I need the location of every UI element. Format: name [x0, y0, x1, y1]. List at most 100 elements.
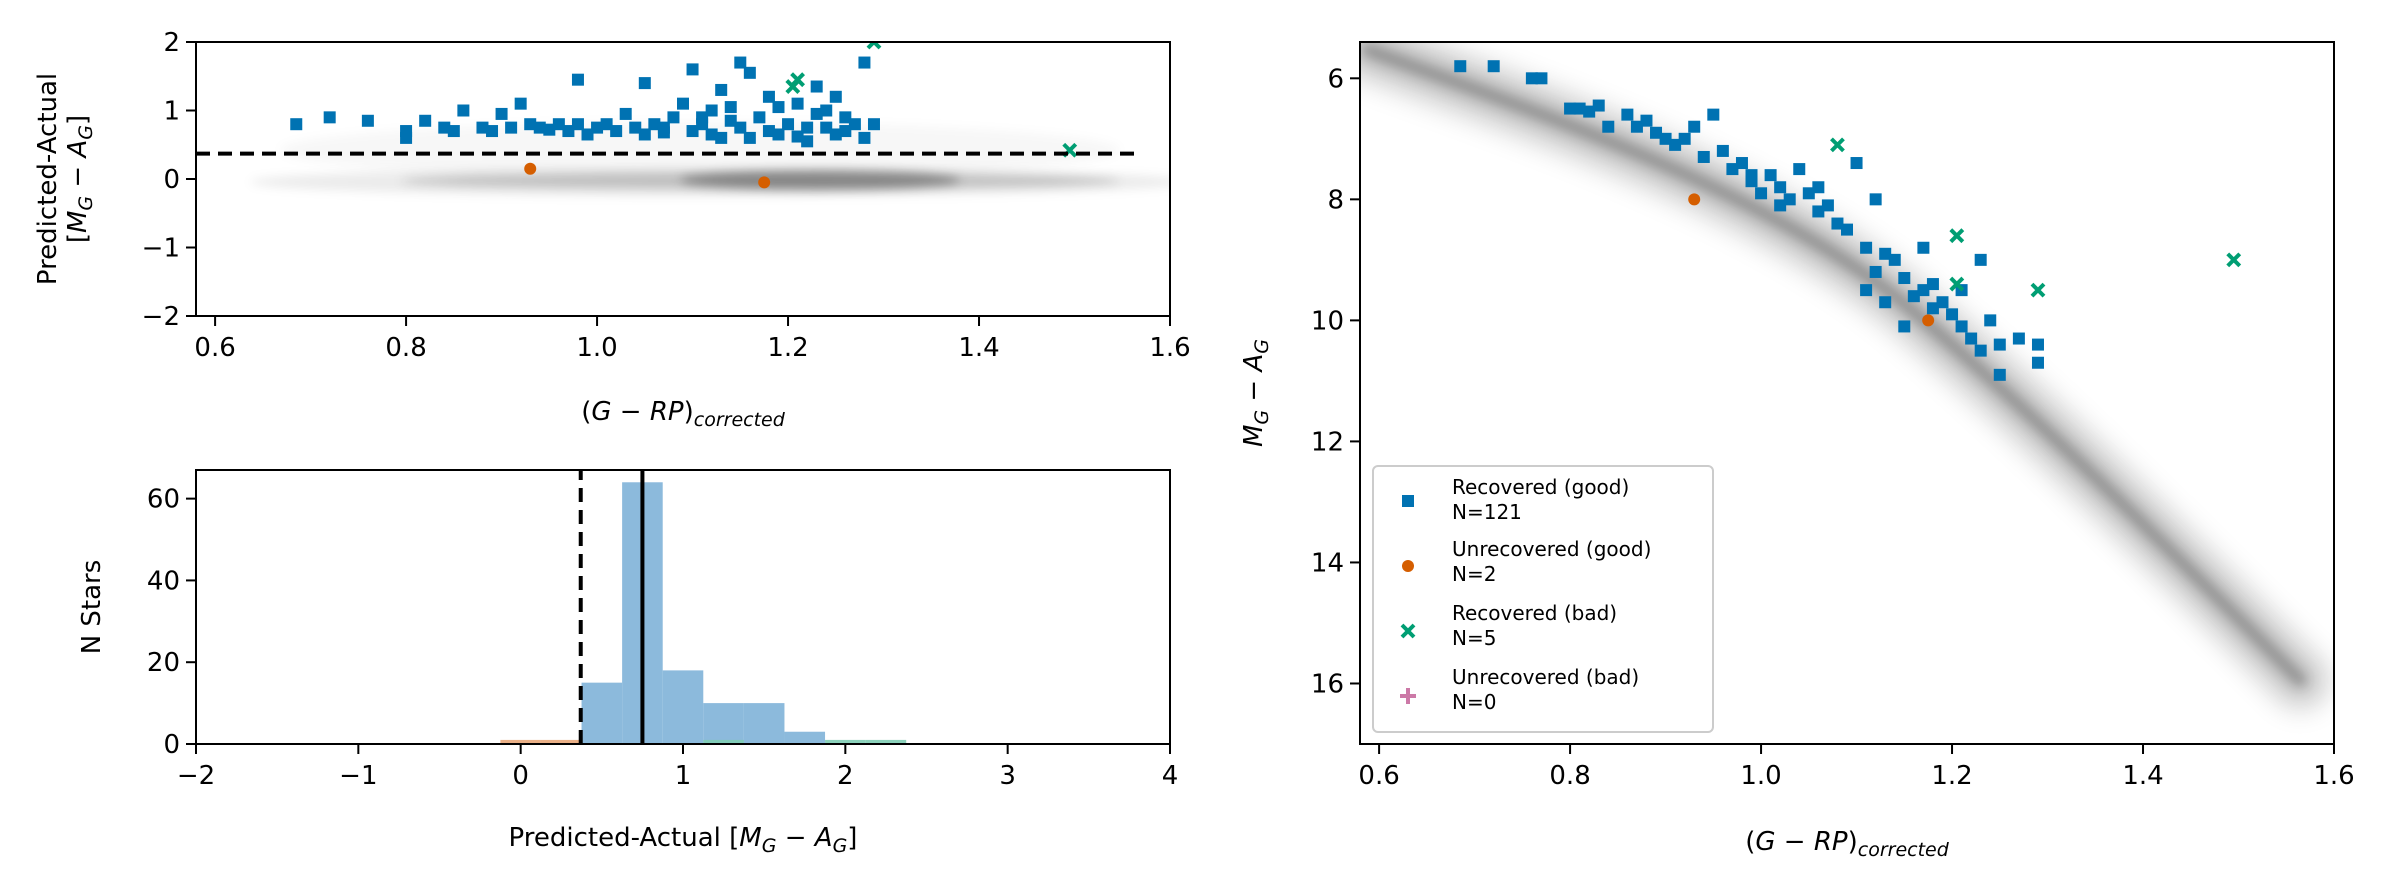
- legend-label: Recovered (bad): [1452, 601, 1617, 625]
- y-ticks: −2 −1 0 1 2: [142, 28, 196, 332]
- data-point: [743, 66, 756, 79]
- data-point: [1879, 296, 1892, 309]
- data-point: [820, 121, 833, 134]
- y-tick-label: −2: [142, 302, 180, 332]
- data-point: [1726, 163, 1739, 176]
- data-point: [866, 42, 882, 50]
- data-point: [1974, 344, 1987, 357]
- data-point: [1860, 284, 1873, 297]
- data-point: [1869, 265, 1882, 278]
- data-point: [1716, 144, 1729, 157]
- data-point: [1755, 187, 1768, 200]
- data-point: [438, 121, 451, 134]
- x-tick-label: 1.4: [958, 333, 999, 363]
- data-point: [505, 121, 518, 134]
- data-point: [591, 121, 604, 134]
- data-point: [677, 97, 689, 110]
- data-point: [581, 128, 594, 141]
- x-tick-label: 1.2: [767, 333, 808, 363]
- histogram-bar: [784, 731, 826, 744]
- data-point: [610, 125, 623, 138]
- data-point: [1860, 241, 1873, 254]
- scatter-marks: [290, 42, 1078, 189]
- data-point: [743, 131, 756, 144]
- data-point: [758, 176, 771, 189]
- x-tick-label: 0.8: [385, 333, 426, 363]
- x-axis-label: Predicted-Actual [MG − AG]: [509, 823, 858, 857]
- y-ticks: 6 8 10 12 14 16: [1311, 64, 1360, 699]
- x-tick-label: 0: [512, 761, 529, 791]
- data-point: [400, 131, 413, 144]
- data-point: [1907, 290, 1920, 303]
- data-point: [791, 97, 804, 110]
- data-point: [1993, 338, 2006, 351]
- data-point: [1650, 126, 1663, 139]
- data-point: [1659, 132, 1672, 145]
- x-tick-label: 1.2: [1931, 761, 1972, 791]
- data-point: [1888, 253, 1901, 266]
- histogram-bar: [703, 739, 744, 744]
- data-point: [753, 111, 766, 124]
- data-point: [1869, 193, 1882, 206]
- data-point: [2031, 356, 2044, 369]
- data-point: [772, 101, 785, 114]
- x-tick-label: 0.6: [194, 333, 235, 363]
- data-point: [2226, 252, 2242, 268]
- y-axis-label-line2: [MG − AG]: [63, 115, 97, 243]
- y-tick-label: 10: [1311, 306, 1344, 336]
- data-point: [629, 121, 642, 134]
- histogram-bar: [865, 739, 907, 744]
- data-point: [1793, 163, 1806, 176]
- legend-entry-unrecovered-bad: Unrecovered (bad) N=0: [1400, 665, 1639, 714]
- data-point: [1917, 241, 1930, 254]
- histogram-bar: [825, 739, 866, 744]
- data-point: [1688, 193, 1701, 206]
- data-point: [543, 123, 556, 136]
- data-point: [1669, 138, 1682, 151]
- histogram-bars: [500, 482, 907, 744]
- x-tick-label: −1: [339, 761, 377, 791]
- data-point: [1678, 132, 1691, 145]
- data-point: [648, 118, 661, 131]
- data-point: [1926, 278, 1939, 291]
- data-point: [1774, 199, 1787, 212]
- data-point: [801, 135, 814, 148]
- y-axis-label: MG − AG: [1239, 339, 1273, 447]
- data-point: [1764, 169, 1777, 182]
- data-point: [772, 128, 785, 141]
- data-point: [1707, 108, 1720, 121]
- data-point: [858, 56, 871, 69]
- x-axis-label: (G − RP)corrected: [1745, 827, 1950, 861]
- y-tick-label: 1: [163, 97, 180, 127]
- legend-entry-recovered-bad: Recovered (bad) N=5: [1400, 601, 1617, 650]
- cmd-scatter-panel: 0.6 0.8 1.0 1.2 1.4 1.6 6 8 10 12 14 16 (G − RP)co…: [1239, 41, 2355, 861]
- legend-count: N=121: [1452, 500, 1522, 524]
- legend: Recovered (good) N=121 Unrecovered (good…: [1372, 465, 1714, 733]
- data-point: [801, 121, 814, 134]
- y-ticks: 0 20 40 60: [147, 485, 196, 760]
- x-tick-label: 1.4: [2122, 761, 2163, 791]
- data-point: [686, 63, 699, 76]
- data-point: [571, 118, 584, 131]
- data-point: [571, 73, 584, 86]
- legend-marker-square: [1402, 495, 1414, 507]
- data-point: [1525, 72, 1538, 85]
- data-point: [1898, 272, 1911, 285]
- data-point: [1850, 157, 1863, 170]
- data-point: [1955, 320, 1968, 333]
- x-ticks: 0.6 0.8 1.0 1.2 1.4 1.6: [194, 316, 1191, 363]
- data-point: [1735, 157, 1748, 170]
- y-tick-label: −1: [142, 234, 180, 264]
- data-point: [782, 118, 795, 131]
- y-tick-label: 12: [1311, 427, 1344, 457]
- legend-count: N=5: [1452, 626, 1496, 650]
- data-point: [290, 118, 303, 131]
- data-point: [447, 125, 460, 138]
- x-tick-label: 1.0: [1740, 761, 1781, 791]
- histogram-panel: −2 −1 0 1 2 3 4 0 20 40 60 Predicted-Actual [MG −…: [77, 469, 1178, 857]
- data-point: [533, 121, 546, 134]
- data-point: [361, 114, 374, 127]
- y-tick-label: 16: [1311, 669, 1344, 699]
- data-point: [762, 125, 775, 138]
